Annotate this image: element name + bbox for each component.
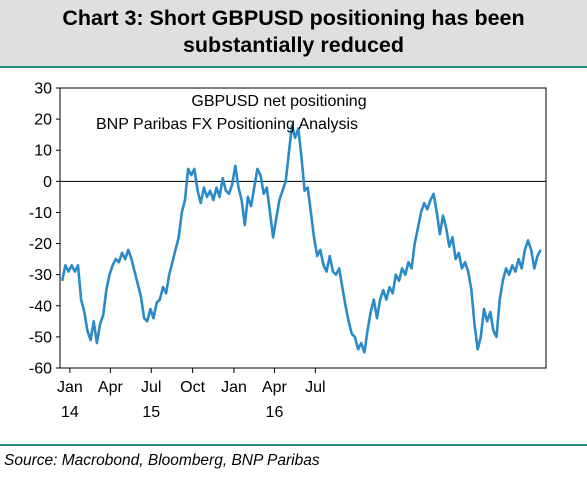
annotation-series-name: GBPUSD net positioning	[191, 93, 366, 110]
y-tick-label: -30	[29, 267, 52, 284]
y-tick-label: -60	[29, 361, 52, 378]
footer-rule	[0, 444, 587, 446]
y-tick-label: -10	[29, 205, 52, 222]
source-note: Source: Macrobond, Bloomberg, BNP Pariba…	[4, 452, 320, 469]
x-year-label: 14	[61, 404, 79, 421]
chart-header: Chart 3: Short GBPUSD positioning has be…	[0, 0, 587, 68]
annotation-layer: GBPUSD net positioning BNP Paribas FX Po…	[96, 93, 367, 133]
y-tick-label: 30	[34, 81, 52, 98]
x-year-label: 15	[142, 404, 160, 421]
chart-title-line-1: Chart 3: Short GBPUSD positioning has be…	[62, 6, 525, 30]
chart-area: 30 20 10 0 -10 -20 -30 -40 -50 -60 Jan Apr Jul Oct Jan…	[0, 68, 587, 440]
y-tick-label: 10	[34, 143, 52, 160]
x-tick-label: Jul	[141, 379, 161, 396]
x-tick-label: Apr	[262, 379, 288, 396]
y-tick-label: 0	[43, 174, 52, 191]
annotation-source-analysis: BNP Paribas FX Positioning Analysis	[96, 116, 358, 133]
y-tick-label: -40	[29, 298, 52, 315]
x-tick-label: Jan	[57, 379, 83, 396]
y-tick-label: 20	[34, 112, 52, 129]
axes: 30 20 10 0 -10 -20 -30 -40 -50 -60 Jan Apr Jul Oct Jan…	[29, 81, 547, 421]
x-tick-label: Jan	[221, 379, 247, 396]
y-tick-label: -20	[29, 236, 52, 253]
plot-frame	[59, 87, 547, 369]
chart-title-line-2: substantially reduced	[182, 33, 405, 57]
chart-title: Chart 3: Short GBPUSD positioning has be…	[0, 5, 587, 59]
x-tick-label: Apr	[98, 379, 124, 396]
series-layer	[60, 124, 542, 354]
series-line-0	[60, 124, 542, 354]
y-tick-label: -50	[29, 329, 52, 346]
x-tick-label: Oct	[180, 379, 205, 396]
x-tick-label: Jul	[305, 379, 325, 396]
line-chart: 30 20 10 0 -10 -20 -30 -40 -50 -60 Jan Apr Jul Oct Jan…	[29, 81, 547, 421]
x-year-label: 16	[266, 404, 284, 421]
